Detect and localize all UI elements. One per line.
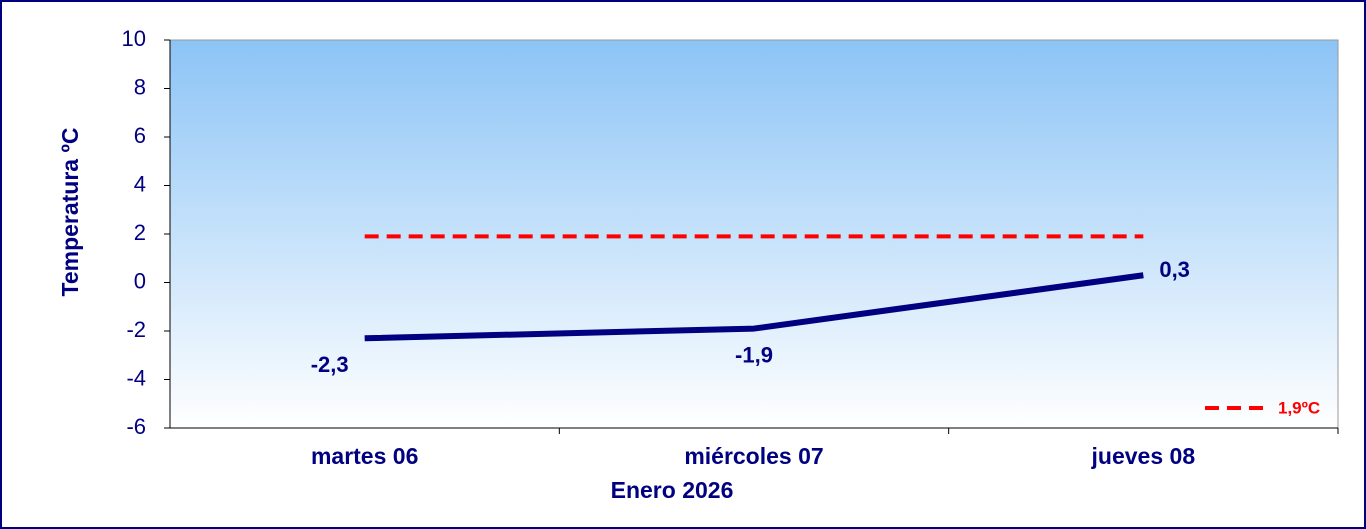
data-label: -2,3 (311, 352, 349, 377)
y-axis-label: Temperatura ºC (57, 127, 83, 296)
y-tick-label: -2 (126, 317, 146, 342)
y-tick-label: 8 (134, 74, 146, 99)
y-tick-label: 0 (134, 268, 146, 293)
x-tick-label: jueves 08 (1091, 443, 1196, 469)
data-label: 0,3 (1159, 257, 1190, 282)
x-tick-label: martes 06 (311, 443, 418, 469)
plot-area (169, 39, 1339, 429)
y-tick-label: 6 (134, 123, 146, 148)
legend-label: 1,9ºC (1278, 398, 1320, 417)
y-tick-label: 10 (122, 26, 146, 51)
x-axis-label: Enero 2026 (611, 477, 734, 503)
data-label: -1,9 (735, 342, 773, 367)
y-tick-label: -6 (126, 414, 146, 439)
x-tick-label: miércoles 07 (684, 443, 823, 469)
y-tick-label: 2 (134, 220, 146, 245)
data-line (364, 272, 1144, 342)
y-tick-label: -4 (126, 365, 146, 390)
y-tick-label: 4 (134, 171, 146, 196)
